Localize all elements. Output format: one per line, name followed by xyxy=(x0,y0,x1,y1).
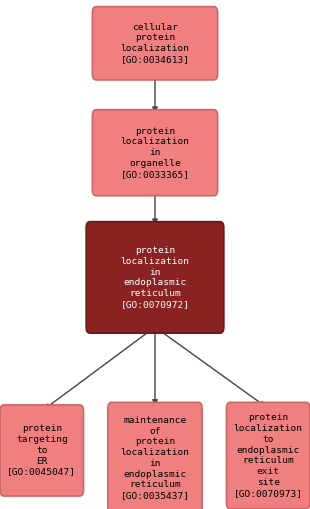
Text: protein
localization
in
organelle
[GO:0033365]: protein localization in organelle [GO:00… xyxy=(121,127,189,179)
FancyBboxPatch shape xyxy=(226,402,310,509)
FancyBboxPatch shape xyxy=(108,402,202,509)
Text: protein
targeting
to
ER
[GO:0045047]: protein targeting to ER [GO:0045047] xyxy=(7,425,76,476)
FancyBboxPatch shape xyxy=(0,405,84,496)
Text: protein
localization
in
endoplasmic
reticulum
[GO:0070972]: protein localization in endoplasmic reti… xyxy=(121,246,189,309)
Text: protein
localization
to
endoplasmic
reticulum
exit
site
[GO:0070973]: protein localization to endoplasmic reti… xyxy=(234,413,303,498)
FancyBboxPatch shape xyxy=(92,110,218,196)
Text: cellular
protein
localization
[GO:0034613]: cellular protein localization [GO:003461… xyxy=(121,22,189,64)
Text: maintenance
of
protein
localization
in
endoplasmic
reticulum
[GO:0035437]: maintenance of protein localization in e… xyxy=(121,416,189,500)
FancyBboxPatch shape xyxy=(86,222,224,333)
FancyBboxPatch shape xyxy=(92,7,218,80)
